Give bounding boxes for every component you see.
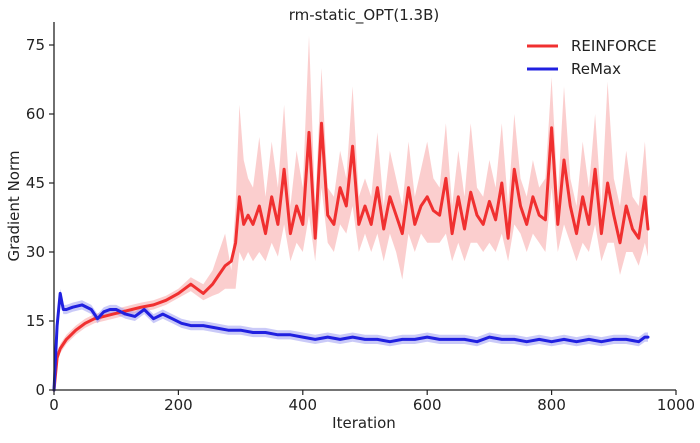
y-axis-ticks: 0 15 30 45 60 75 (26, 36, 54, 399)
y-tick-label: 60 (26, 105, 45, 123)
x-tick-label: 400 (288, 396, 317, 414)
x-axis-title: Iteration (332, 414, 396, 432)
y-tick-label: 30 (26, 243, 45, 261)
x-tick-label: 1000 (657, 396, 695, 414)
y-axis-title: Gradient Norm (5, 151, 23, 262)
band-remax (54, 288, 648, 390)
x-tick-label: 200 (164, 396, 193, 414)
legend: REINFORCE ReMax (527, 37, 657, 78)
y-tick-label: 15 (26, 312, 45, 330)
y-tick-label: 75 (26, 36, 45, 54)
legend-label-remax: ReMax (571, 60, 621, 78)
confidence-bands (54, 35, 648, 391)
series-lines (52, 121, 650, 392)
x-tick-label: 0 (49, 396, 59, 414)
x-tick-label: 600 (413, 396, 442, 414)
band-reinforce (54, 35, 648, 391)
x-tick-label: 800 (537, 396, 566, 414)
y-tick-label: 45 (26, 174, 45, 192)
y-tick-label: 0 (35, 381, 45, 399)
series-line-remax (52, 291, 650, 392)
legend-label-reinforce: REINFORCE (571, 37, 657, 55)
chart-title: rm-static_OPT(1.3B) (289, 6, 439, 25)
x-axis-ticks: 0 200 400 600 800 1000 (49, 390, 695, 414)
series-line-reinforce (52, 121, 650, 392)
